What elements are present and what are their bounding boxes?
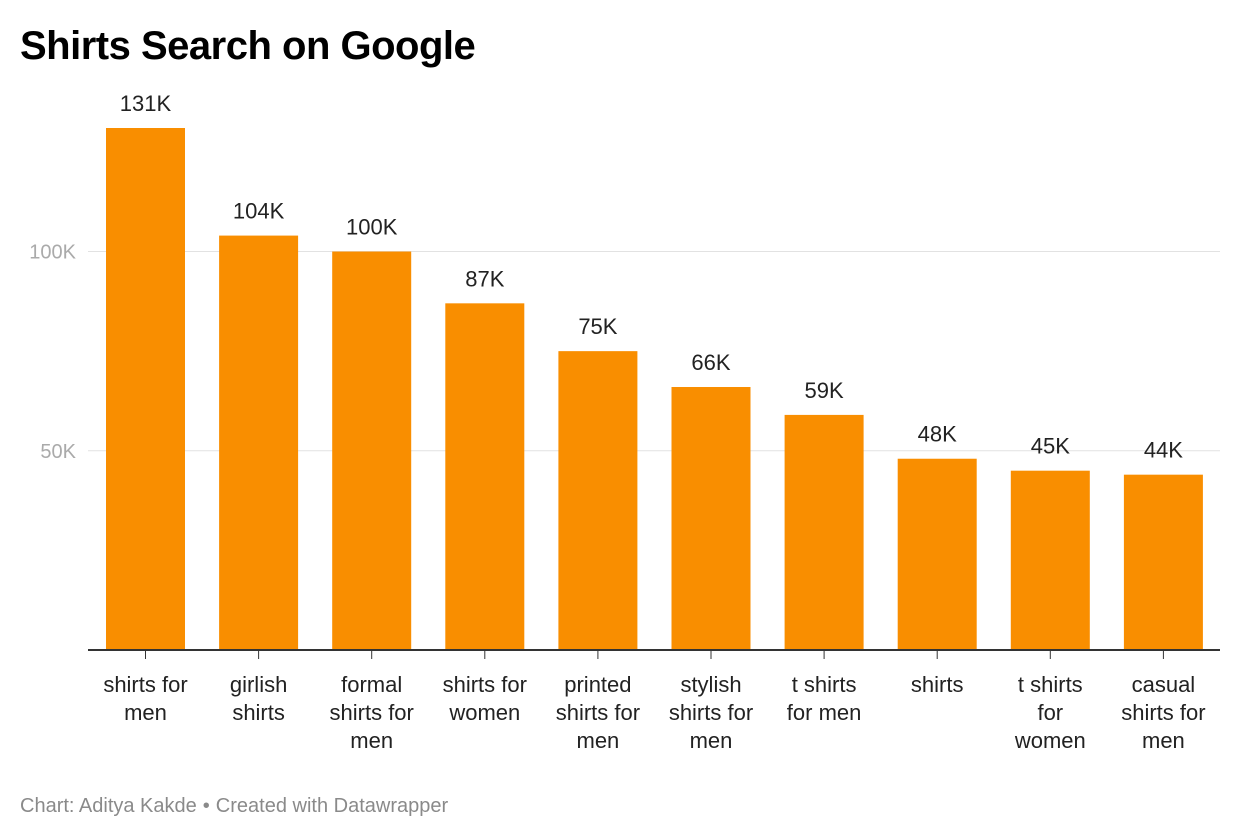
data-label: 100K	[346, 215, 398, 240]
x-tick-label-line: shirts for	[103, 672, 187, 697]
x-tick-label-line: shirts for	[330, 700, 414, 725]
x-tick-label-line: men	[350, 728, 393, 753]
bar	[106, 128, 185, 650]
x-tick-label-line: t shirts	[792, 672, 857, 697]
y-tick-label: 50K	[40, 441, 76, 463]
data-label: 45K	[1031, 434, 1070, 459]
footer-tool: Created with Datawrapper	[215, 795, 449, 817]
x-tick-label-line: men	[124, 700, 167, 725]
data-label: 48K	[918, 422, 957, 447]
x-tick-label-line: printed	[564, 672, 631, 697]
x-tick-label-line: casual	[1132, 672, 1196, 697]
x-tick-label-line: men	[1142, 728, 1185, 753]
x-tick-label-line: shirts	[911, 672, 964, 697]
bar	[1123, 474, 1203, 650]
x-tick-label: shirts	[911, 672, 964, 697]
data-label: 44K	[1144, 438, 1183, 463]
x-tick-label-line: formal	[341, 672, 402, 697]
bar-chart: 50K 100K 131K 104K 100K 87K 75K 66K 59K 48K 45K 44…	[29, 91, 1220, 753]
x-tick-label: shirts for women	[443, 672, 527, 725]
value-labels: 131K 104K 100K 87K 75K 66K 59K 48K 45K 44K	[120, 91, 1183, 463]
bar	[332, 251, 412, 650]
x-tick-label-line: women	[448, 700, 520, 725]
chart-footer: Chart: Aditya Kakde • Created with Datawra…	[20, 794, 448, 818]
bars	[106, 128, 1203, 651]
y-tick-label: 100K	[29, 242, 76, 264]
x-tick-label-line: shirts	[232, 700, 285, 725]
x-tick-label-line: shirts for	[669, 700, 753, 725]
chart-title: Shirts Search on Google	[20, 24, 476, 68]
data-label: 104K	[233, 199, 285, 224]
x-tick-label: printed shirts for men	[556, 672, 640, 753]
bar	[558, 351, 638, 650]
bar	[671, 387, 751, 650]
data-label: 66K	[691, 350, 730, 375]
x-tick-label-line: t shirts	[1018, 672, 1083, 697]
x-tick-label-line: for men	[787, 700, 862, 725]
x-tick-label: girlish shirts	[230, 672, 287, 725]
x-tick-label: stylish shirts for men	[669, 672, 753, 753]
bar	[897, 458, 977, 650]
bar	[445, 303, 525, 650]
bar	[219, 235, 299, 651]
x-axis: shirts for men girlish shirts formal shirts f…	[88, 649, 1220, 753]
x-tick-label: t shirts for women	[1014, 672, 1086, 753]
footer-separator: •	[202, 795, 210, 817]
data-label: 59K	[805, 378, 844, 403]
x-tick-label-line: girlish	[230, 672, 287, 697]
bar	[1010, 470, 1090, 650]
x-tick-label-line: stylish	[680, 672, 741, 697]
x-tick-label: casual shirts for men	[1121, 672, 1205, 753]
x-tick-label-line: shirts for	[556, 700, 640, 725]
x-tick-label-line: men	[690, 728, 733, 753]
data-label: 131K	[120, 91, 172, 116]
footer-credit: Chart: Aditya Kakde	[20, 795, 197, 817]
x-tick-label: t shirts for men	[787, 672, 862, 725]
x-tick-label: formal shirts for men	[330, 672, 414, 753]
x-tick-label-line: women	[1014, 728, 1086, 753]
x-tick-label-line: shirts for	[443, 672, 527, 697]
bar	[784, 414, 864, 650]
data-label: 75K	[578, 314, 617, 339]
x-tick-label-line: shirts for	[1121, 700, 1205, 725]
data-label: 87K	[465, 266, 504, 291]
x-tick-label-line: for	[1037, 700, 1063, 725]
x-tick-label-line: men	[577, 728, 620, 753]
x-tick-label: shirts for men	[103, 672, 187, 725]
